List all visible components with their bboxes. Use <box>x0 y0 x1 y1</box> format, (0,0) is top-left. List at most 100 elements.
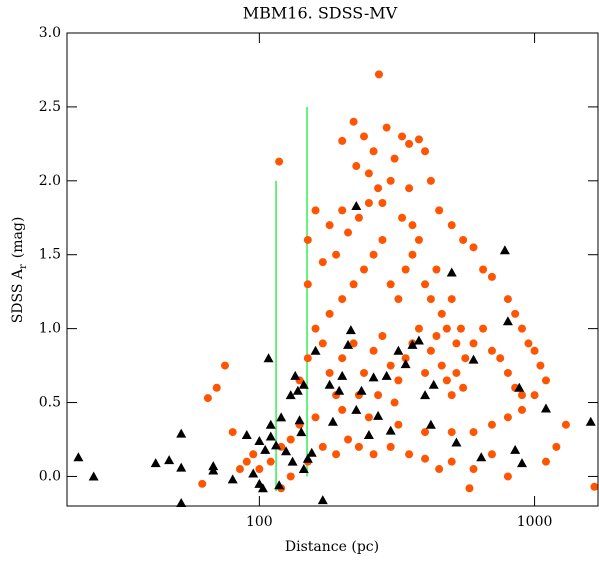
triangle-point <box>368 372 379 382</box>
triangle-point <box>292 385 303 395</box>
triangle-point <box>381 370 392 380</box>
circle-point <box>437 309 446 318</box>
circle-point <box>374 391 383 400</box>
x-axis-label: Distance (pc) <box>285 539 379 555</box>
triangle-point <box>407 339 418 349</box>
circle-point <box>318 339 327 348</box>
triangle-point <box>290 370 301 380</box>
circle-point <box>487 346 496 355</box>
triangle-point <box>265 431 276 441</box>
circle-point <box>325 221 334 230</box>
circle-point <box>459 383 468 392</box>
circle-point <box>212 383 221 392</box>
triangle-point <box>306 447 317 457</box>
y-tick-label: 0.0 <box>39 468 61 484</box>
circle-point <box>469 428 478 437</box>
triangle-point <box>373 410 384 420</box>
y-tick-label: 3.0 <box>39 25 61 41</box>
y-tick-label: 2.5 <box>39 99 61 115</box>
circle-point <box>426 346 435 355</box>
circle-point <box>311 324 320 333</box>
circle-point <box>461 354 470 363</box>
circle-point <box>364 198 373 207</box>
triangle-point <box>351 404 362 414</box>
circle-point <box>369 250 378 259</box>
circle-point <box>390 398 399 407</box>
circle-point <box>325 368 334 377</box>
triangle-point <box>413 335 424 345</box>
triangle-point <box>514 382 525 392</box>
circle-point <box>344 228 353 237</box>
x-tick-label: 100 <box>246 514 273 530</box>
y-tick-label: 1.5 <box>39 247 61 263</box>
circle-point <box>447 295 456 304</box>
triangle-point <box>271 440 282 450</box>
circle-point <box>432 332 441 341</box>
triangle-point <box>208 465 219 475</box>
circle-point <box>325 309 334 318</box>
circle-point <box>408 250 417 259</box>
y-tick-label: 0.5 <box>39 395 61 411</box>
circle-point <box>421 280 430 289</box>
triangle-point <box>499 245 510 255</box>
triangle-point <box>400 359 411 369</box>
circle-point <box>405 139 414 148</box>
triangle-point <box>254 435 265 445</box>
triangle-point <box>88 471 99 481</box>
circle-point <box>503 295 512 304</box>
circle-point <box>421 368 430 377</box>
circle-point <box>442 324 451 333</box>
circle-point <box>286 435 295 444</box>
circle-point <box>286 472 295 481</box>
circle-point <box>354 442 363 451</box>
circle-point <box>344 435 353 444</box>
circle-point <box>394 295 403 304</box>
circle-point <box>378 198 387 207</box>
circle-point <box>469 339 478 348</box>
circle-point <box>198 479 207 488</box>
triangle-point <box>351 200 362 210</box>
triangle-point <box>393 345 404 355</box>
circle-point <box>374 184 383 193</box>
circle-point <box>479 324 488 333</box>
circle-point <box>386 280 395 289</box>
triangle-point <box>257 483 268 493</box>
circle-point <box>318 442 327 451</box>
circle-point <box>360 132 369 141</box>
triangle-point <box>585 416 596 426</box>
triangle-point <box>310 345 321 355</box>
circle-point <box>378 332 387 341</box>
triangle-point <box>281 446 292 456</box>
triangle-point <box>317 495 328 505</box>
circle-point <box>203 394 212 403</box>
circle-point <box>469 465 478 474</box>
circle-point <box>386 176 395 185</box>
circle-point <box>369 346 378 355</box>
triangle-point <box>451 437 462 447</box>
circle-point <box>530 346 539 355</box>
circle-point <box>503 472 512 481</box>
circle-point <box>452 368 461 377</box>
circle-point <box>426 176 435 185</box>
triangle-point <box>343 339 354 349</box>
triangle-point <box>285 390 296 400</box>
circle-point <box>360 368 369 377</box>
triangle-point <box>363 430 374 440</box>
circle-point <box>456 324 465 333</box>
circle-point <box>275 157 284 166</box>
circle-point <box>364 413 373 422</box>
circle-point <box>360 265 369 274</box>
triangle-point <box>324 379 335 389</box>
triangle-point <box>510 444 521 454</box>
circle-point <box>503 413 512 422</box>
circle-point <box>352 162 361 171</box>
circle-point <box>311 413 320 422</box>
triangle-point <box>73 452 84 462</box>
circle-point <box>364 169 373 178</box>
triangle-point <box>150 458 161 468</box>
triangle-point <box>176 498 187 508</box>
circle-point <box>421 454 430 463</box>
circle-point <box>235 465 244 474</box>
plot-area <box>73 70 599 508</box>
circle-point <box>338 206 347 215</box>
